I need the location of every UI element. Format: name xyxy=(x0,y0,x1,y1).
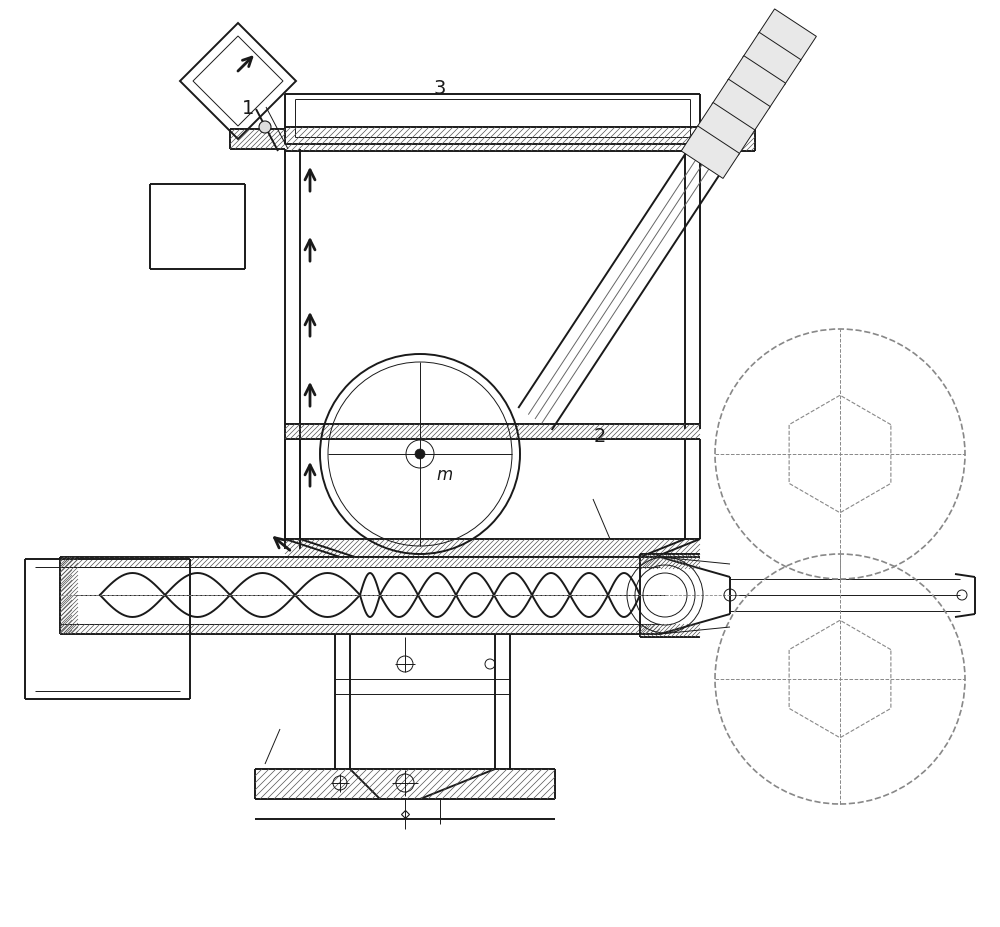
Polygon shape xyxy=(681,127,739,179)
Circle shape xyxy=(415,450,425,460)
Text: 2: 2 xyxy=(594,427,606,446)
Text: 1: 1 xyxy=(242,98,254,118)
Text: m: m xyxy=(437,465,453,484)
Polygon shape xyxy=(727,57,786,109)
Polygon shape xyxy=(743,33,801,86)
Polygon shape xyxy=(758,10,816,62)
Circle shape xyxy=(259,121,271,133)
Text: 3: 3 xyxy=(434,79,446,97)
Polygon shape xyxy=(712,80,770,133)
Polygon shape xyxy=(697,104,755,156)
